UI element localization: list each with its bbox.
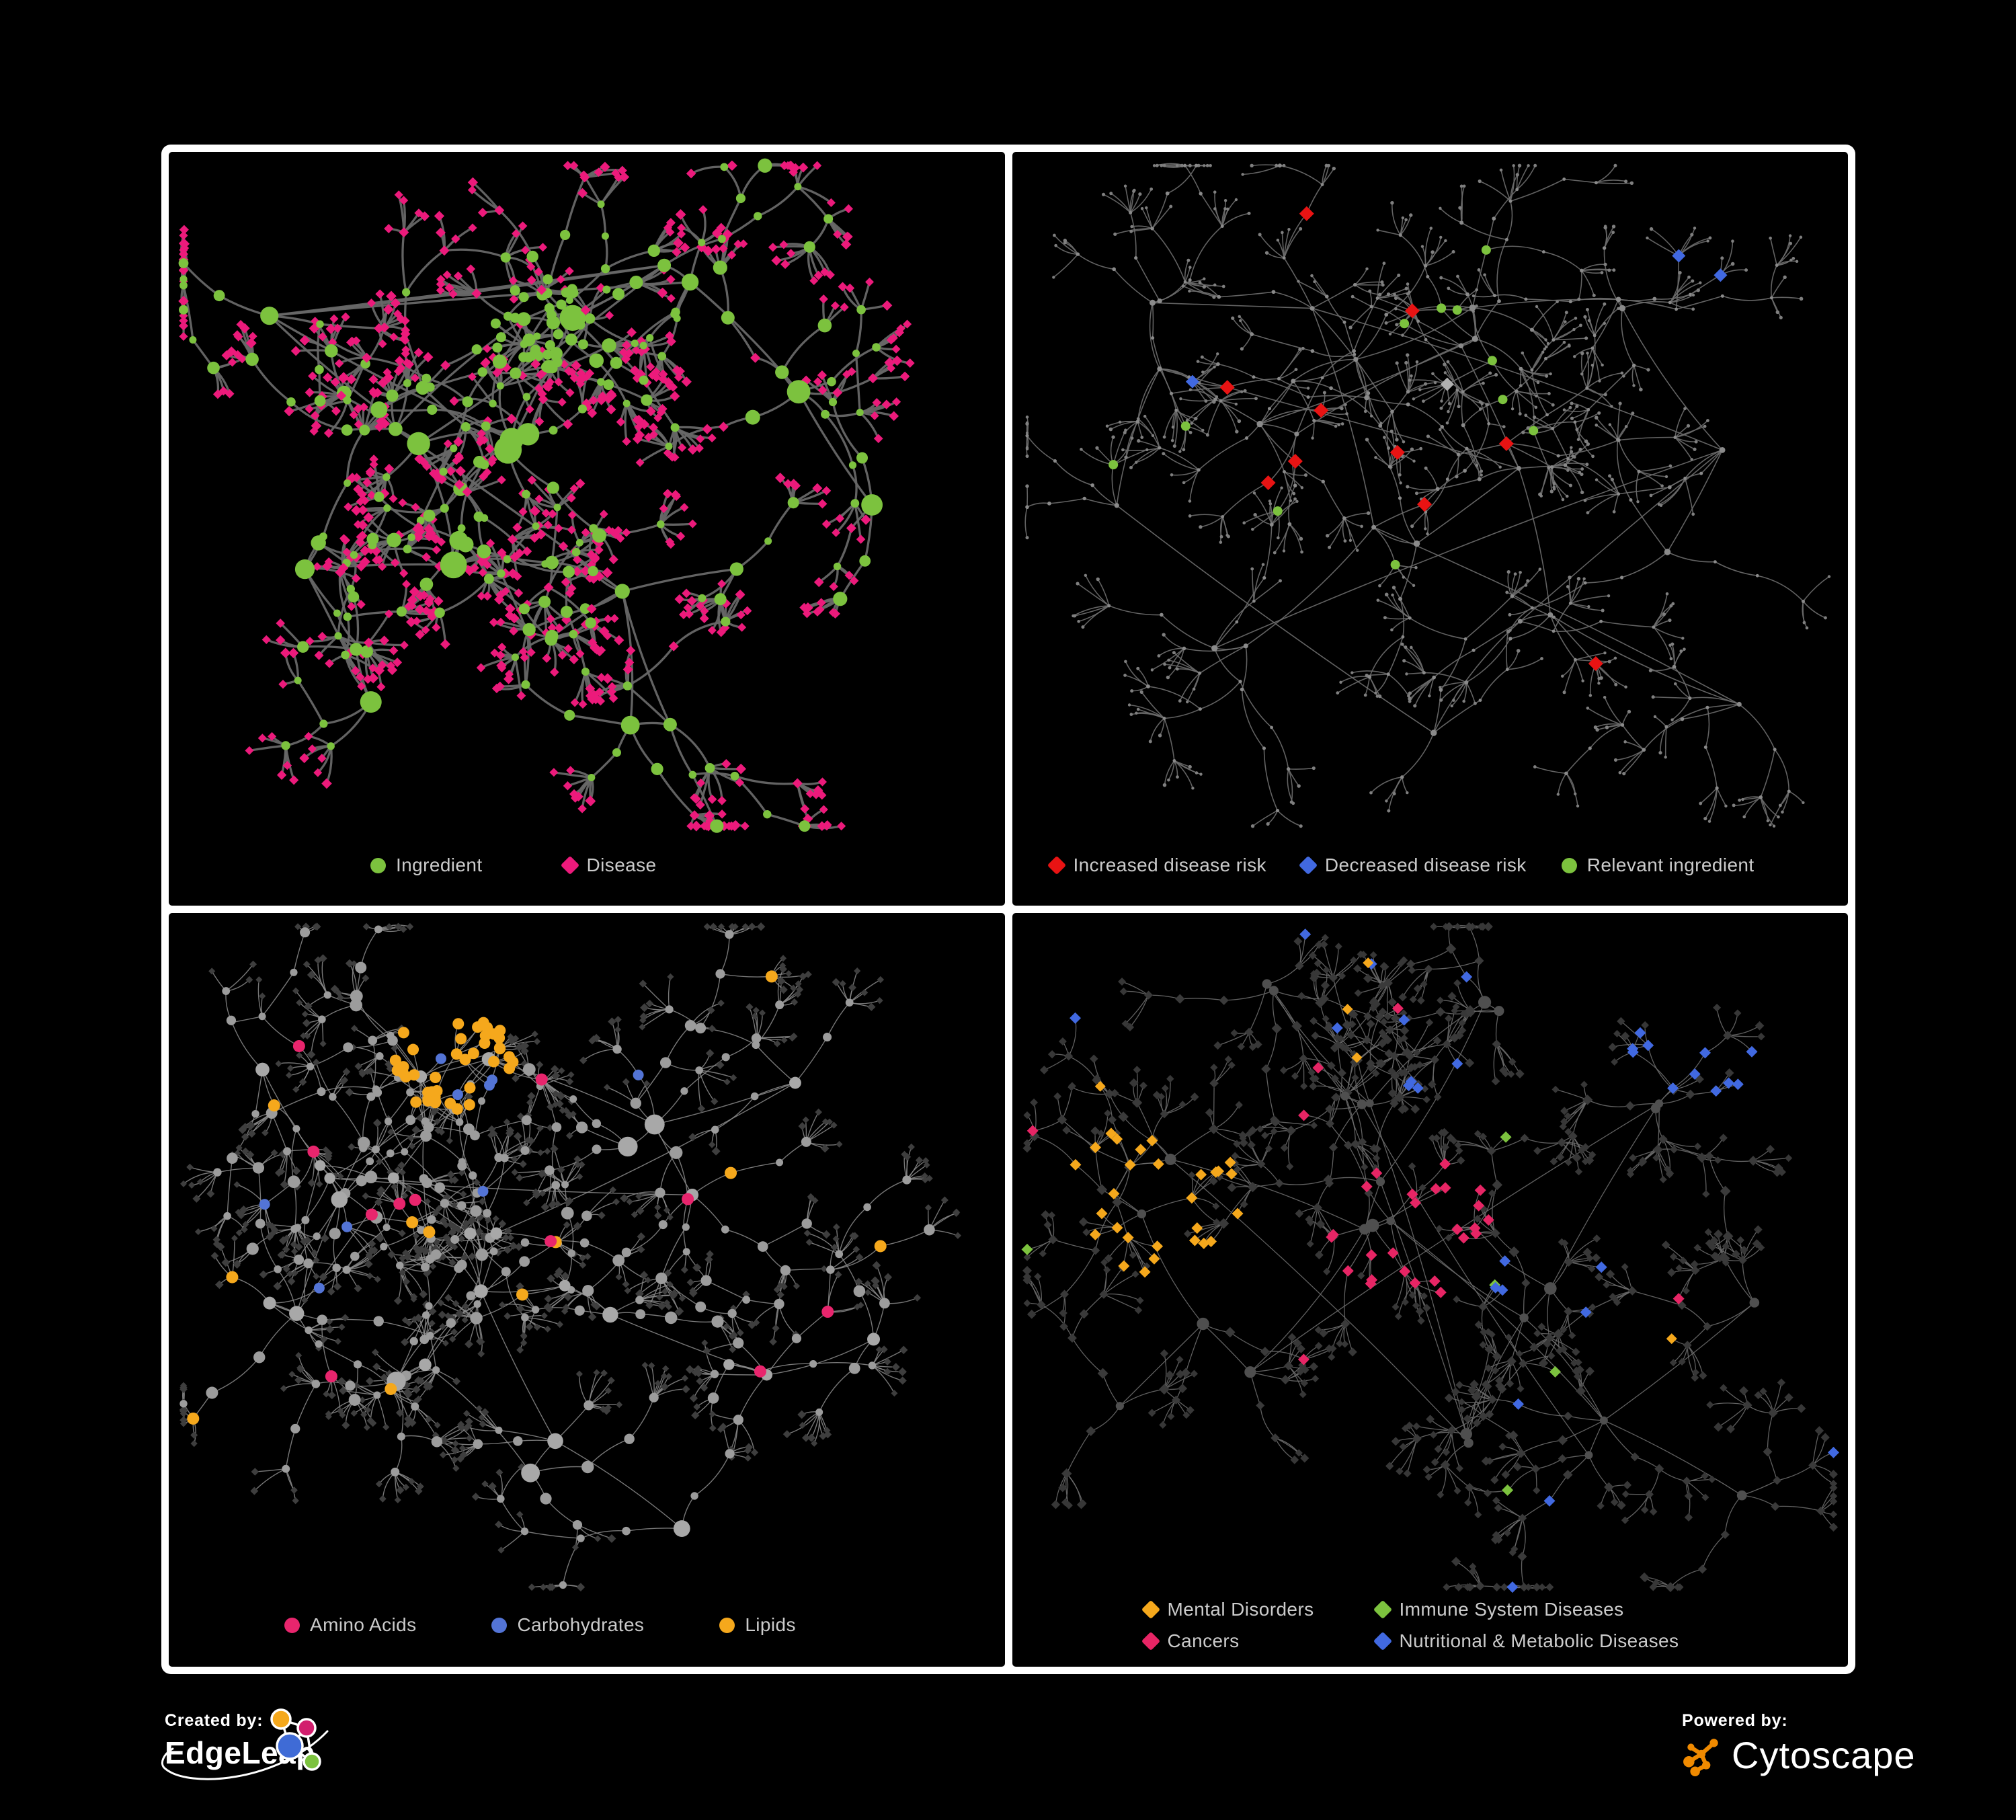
- powered-by-label: Powered by:: [1682, 1711, 1788, 1730]
- legend-item-lipids: Lipids: [719, 1614, 796, 1636]
- panel-grid: Ingredient Disease Increased disease ris…: [161, 145, 1855, 1674]
- legend-item-ingredient: Ingredient: [370, 855, 483, 876]
- legend-item-amino-acids: Amino Acids: [284, 1614, 416, 1636]
- panel-disease-risk: Increased disease risk Decreased disease…: [1012, 152, 1848, 906]
- nutritional-metabolic-marker-icon: [1373, 1631, 1392, 1651]
- network-nutrient-classes: [179, 922, 962, 1591]
- cytoscape-brand: Cytoscape: [1732, 1734, 1916, 1776]
- legend-nutrient-classes: Amino Acids Carbohydrates Lipids: [284, 1614, 796, 1636]
- cytoscape-logo-icon: [1683, 1738, 1718, 1776]
- legend-label: Nutritional & Metabolic Diseases: [1399, 1630, 1679, 1651]
- powered-by-block: Powered by: Cytoscape: [1682, 1711, 1916, 1777]
- legend-label: Carbohydrates: [517, 1614, 645, 1635]
- legend-item-disease: Disease: [560, 855, 657, 876]
- legend-disease-risk: Increased disease risk Decreased disease…: [1047, 855, 1755, 876]
- legend-label: Amino Acids: [310, 1614, 417, 1635]
- edgeleap-brand: EdgeLeap: [165, 1735, 315, 1770]
- legend-item-mental-disorders: Mental Disorders: [1141, 1599, 1314, 1620]
- legend-label: Cancers: [1167, 1630, 1240, 1651]
- carbohydrates-marker-icon: [491, 1617, 508, 1633]
- decreased-risk-marker-icon: [1298, 855, 1318, 875]
- legend-label: Relevant ingredient: [1586, 855, 1755, 875]
- cancers-marker-icon: [1141, 1631, 1160, 1651]
- legend-label: Disease: [586, 855, 657, 875]
- network-disease-classes: [1021, 922, 1839, 1593]
- legend-disease-classes: Mental Disorders Immune System Diseases …: [1141, 1599, 1679, 1652]
- panel-ingredient-disease: Ingredient Disease: [169, 152, 1005, 906]
- network-ingredient-disease: [178, 158, 915, 833]
- network-disease-risk: [1024, 163, 1830, 828]
- mental-disorders-marker-icon: [1141, 1599, 1160, 1620]
- created-by-block: Created by: EdgeLeap: [165, 1711, 315, 1771]
- panel-nutrient-classes: Amino Acids Carbohydrates Lipids: [169, 913, 1005, 1667]
- legend-item-immune-diseases: Immune System Diseases: [1373, 1599, 1679, 1620]
- relevant-ingredient-marker-icon: [1561, 857, 1577, 873]
- legend-ingredient-disease: Ingredient Disease: [370, 855, 657, 876]
- created-by-label: Created by:: [165, 1711, 264, 1730]
- legend-item-increased-risk: Increased disease risk: [1047, 855, 1266, 876]
- legend-label: Immune System Diseases: [1399, 1599, 1624, 1620]
- increased-risk-marker-icon: [1047, 855, 1066, 875]
- legend-label: Mental Disorders: [1167, 1599, 1314, 1620]
- legend-item-carbohydrates: Carbohydrates: [491, 1614, 644, 1636]
- legend-item-cancers: Cancers: [1141, 1630, 1314, 1652]
- amino-acids-marker-icon: [284, 1617, 300, 1633]
- ingredient-marker-icon: [370, 857, 386, 873]
- immune-diseases-marker-icon: [1373, 1599, 1392, 1620]
- legend-label: Increased disease risk: [1073, 855, 1266, 875]
- panel-disease-classes: Mental Disorders Immune System Diseases …: [1012, 913, 1848, 1667]
- legend-label: Decreased disease risk: [1324, 855, 1527, 875]
- legend-label: Ingredient: [396, 855, 483, 875]
- legend-item-relevant-ingredient: Relevant ingredient: [1561, 855, 1755, 876]
- legend-label: Lipids: [745, 1614, 796, 1635]
- legend-item-nutritional-metabolic: Nutritional & Metabolic Diseases: [1373, 1630, 1679, 1652]
- lipids-marker-icon: [719, 1617, 735, 1633]
- legend-item-decreased-risk: Decreased disease risk: [1298, 855, 1527, 876]
- disease-marker-icon: [560, 855, 579, 875]
